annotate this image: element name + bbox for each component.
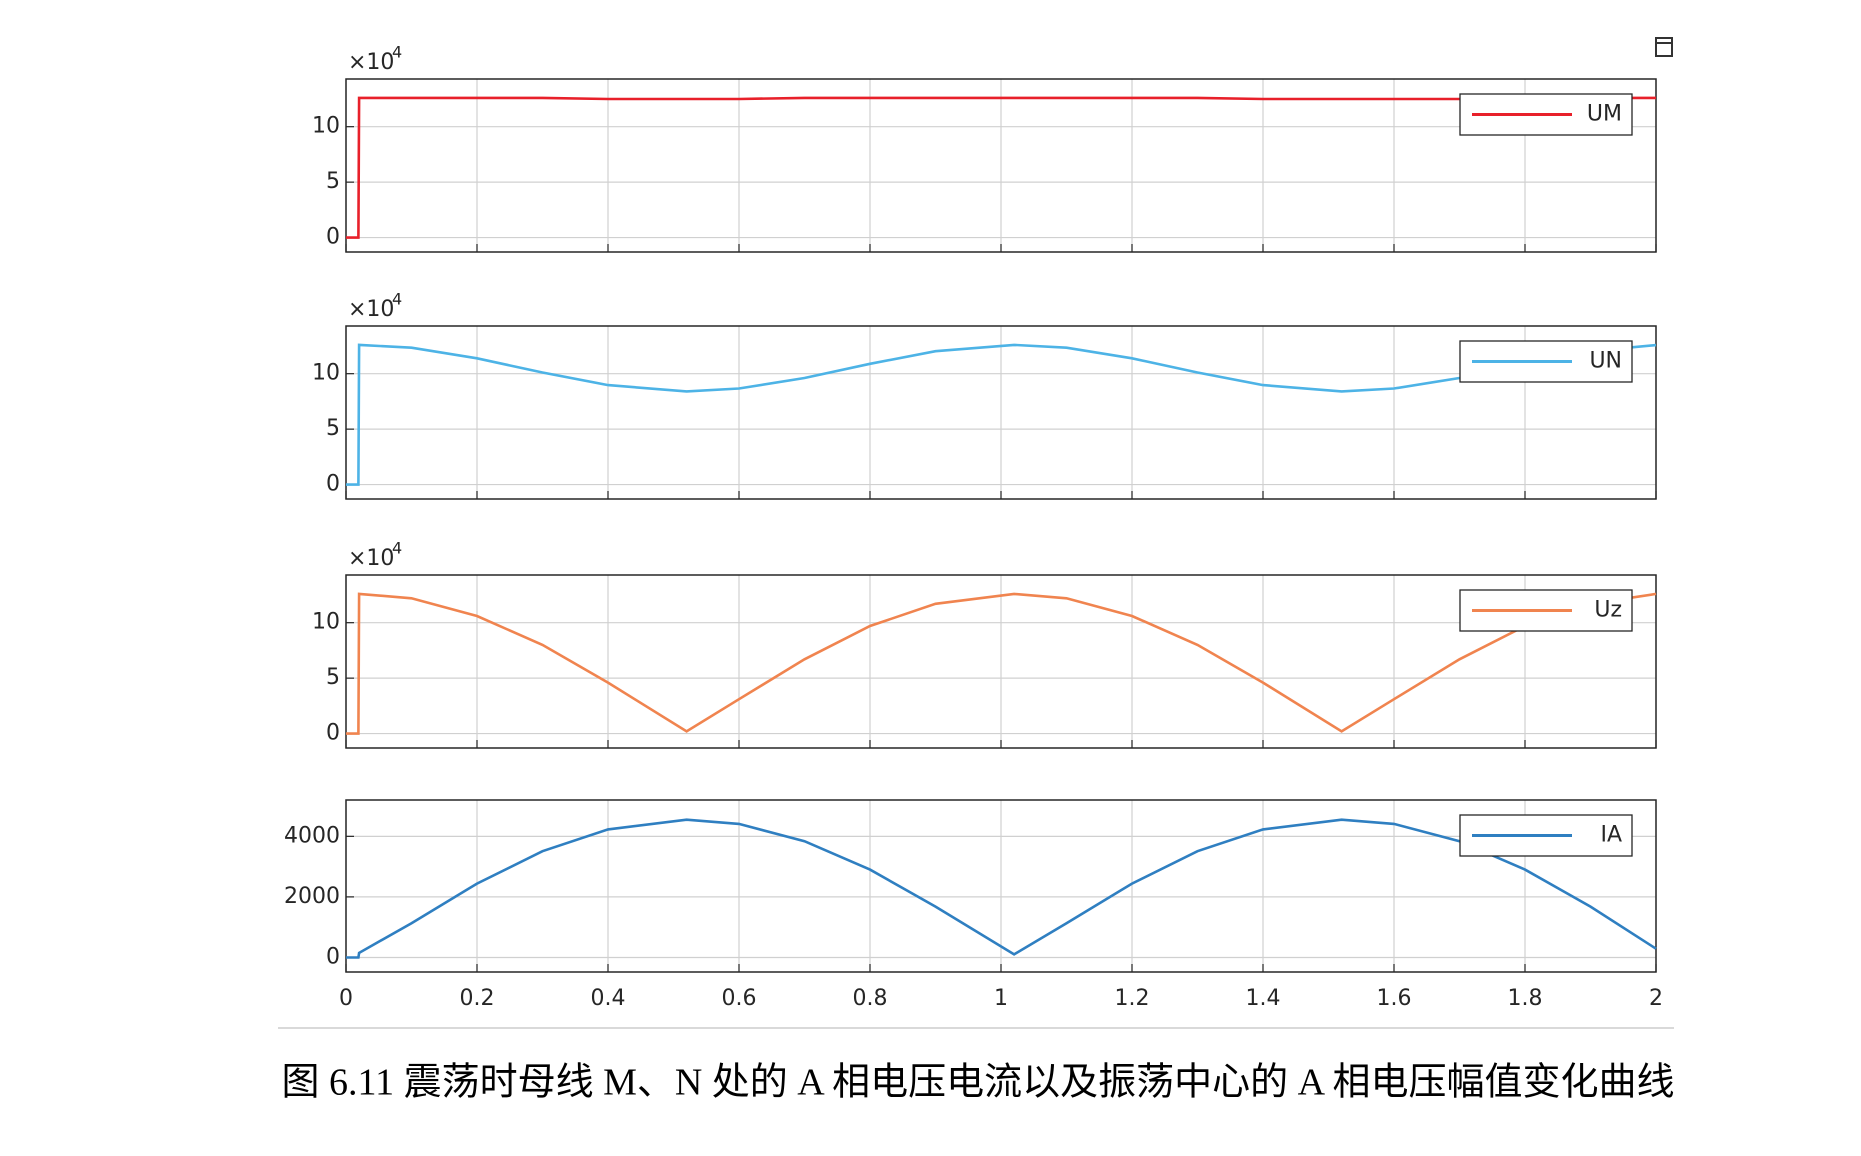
x-tick-label: 0 [339,986,353,1011]
x-tick-label: 1.4 [1246,986,1281,1011]
y-tick-label: 0 [326,225,340,250]
x-tick-label: 0.2 [460,986,495,1011]
legend-label: Uz [1594,598,1622,623]
series-line [346,818,1657,959]
legend-label: UM [1587,102,1622,127]
x-tick-label: 1.8 [1508,986,1543,1011]
y-tick-label: 5 [326,416,340,441]
subplot: 0 0.2 0.4 0.6 0.8 1 1.2 1.4 1.6 1.8 2 0 2000 4000 IA [284,799,1663,1011]
y-tick-label: 0 [326,944,340,969]
axes-frame [345,574,1657,749]
series-line [346,343,1657,486]
y-tick-label: 5 [326,665,340,690]
y-tick-label: 10 [312,361,340,386]
y-tick-label: 10 [312,114,340,139]
x-tick-label: 0.6 [722,986,757,1011]
y-tick-label: 10 [312,610,340,635]
y-tick-label: 0 [326,472,340,497]
legend-label: UN [1589,349,1622,374]
legend-label: IA [1600,823,1622,848]
icon-frame [1655,37,1673,57]
x-tick-label: 0.8 [853,986,888,1011]
axes-frame [345,325,1657,500]
y-multiplier: ×10 [348,297,394,322]
subplot: 0 5 10 ×104 Uz [312,539,1657,749]
y-tick-label: 2000 [284,884,340,909]
subplot: 0 5 10 ×104 UN [312,290,1657,500]
y-tick-label: 4000 [284,823,340,848]
x-tick-label: 1.6 [1377,986,1412,1011]
x-tick-label: 2 [1649,986,1663,1011]
x-tick-label: 1.2 [1115,986,1150,1011]
x-tick-label: 0.4 [591,986,626,1011]
axes-frame [345,78,1657,253]
y-multiplier: ×10 [348,50,394,75]
x-tick-label: 1 [994,986,1008,1011]
subplot: 0 5 10 ×104 UM [312,43,1657,253]
y-tick-label: 0 [326,721,340,746]
series-line [346,592,1657,735]
y-tick-label: 5 [326,169,340,194]
y-multiplier-exponent: 4 [392,290,402,309]
axes-frame [345,799,1657,973]
y-multiplier-exponent: 4 [392,43,402,62]
window-icon[interactable] [1655,37,1673,57]
y-multiplier-exponent: 4 [392,539,402,558]
y-multiplier: ×10 [348,546,394,571]
series-line [346,96,1656,239]
caption: 图 6.11 震荡时母线 M、N 处的 A 相电压电流以及振荡中心的 A 相电压… [281,1062,1674,1104]
